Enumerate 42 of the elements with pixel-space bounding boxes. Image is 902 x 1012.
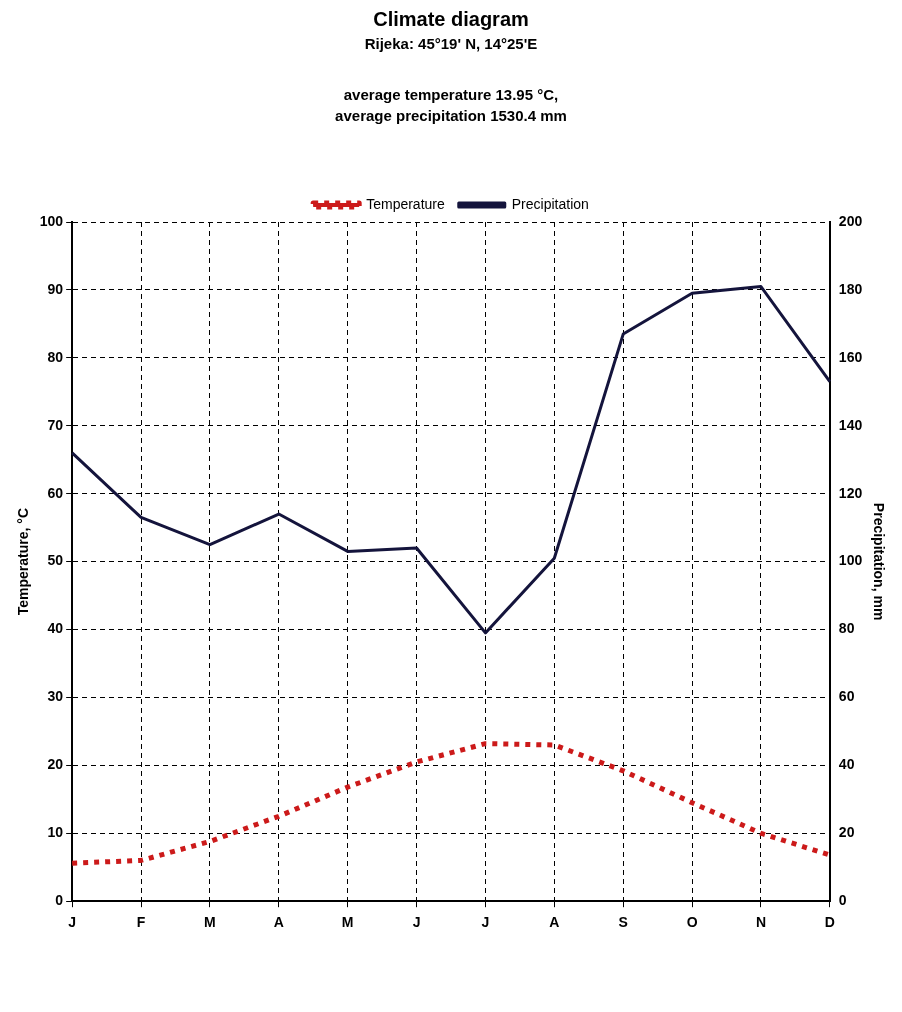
x-tick-label: A [273, 914, 284, 931]
y-tick-label: 60 [47, 484, 64, 501]
y-tick-label: 10 [47, 824, 64, 841]
y2-tick-label: 40 [838, 756, 855, 773]
x-tick-label: J [412, 914, 421, 931]
text: average precipitation 1530.4 mm [334, 107, 568, 124]
x-tick-label: J [481, 914, 490, 931]
y2-tick-label: 20 [838, 824, 855, 841]
y2-tick-label: 0 [838, 892, 847, 909]
x-tick-label: M [204, 914, 216, 931]
x-tick-label: D [824, 914, 835, 931]
y2-tick-label: 140 [838, 416, 863, 433]
y2-tick-label: 180 [838, 280, 863, 297]
x-tick-label: J [68, 914, 77, 931]
y2-tick-label: 160 [838, 348, 863, 365]
x-tick-label: F [136, 914, 146, 931]
y-tick-label: 70 [47, 416, 64, 433]
y-tick-label: 100 [39, 212, 64, 229]
y-tick-label: 40 [47, 620, 64, 637]
x-tick-label: A [549, 914, 560, 931]
x-tick-label: N [755, 914, 767, 931]
x-tick-label: O [686, 914, 698, 931]
y-tick-label: 0 [55, 892, 64, 909]
y2-tick-label: 60 [838, 688, 855, 705]
y2-axis-title: Precipitation, mm [870, 502, 887, 621]
y-tick-label: 20 [47, 756, 64, 773]
y2-tick-label: 120 [838, 484, 863, 501]
x-tick-label: S [618, 914, 628, 931]
y-tick-label: 50 [47, 552, 64, 569]
y2-tick-label: 200 [838, 212, 863, 229]
y-tick-label: 80 [47, 348, 64, 365]
y-axis-title: Temperature, °C [15, 507, 32, 616]
legend-label: Precipitation [511, 195, 589, 212]
chart-title: Climate diagram [372, 8, 530, 31]
legend-label: Temperature [366, 195, 445, 212]
y2-tick-label: 80 [838, 620, 855, 637]
y-tick-label: 30 [47, 688, 64, 705]
text: average temperature 13.95 °C, [342, 86, 560, 103]
y2-tick-label: 100 [838, 552, 863, 569]
y-tick-label: 90 [47, 280, 64, 297]
chart-subtitle: Rijeka: 45°19' N, 14°25'E [363, 35, 539, 52]
x-tick-label: M [341, 914, 354, 931]
